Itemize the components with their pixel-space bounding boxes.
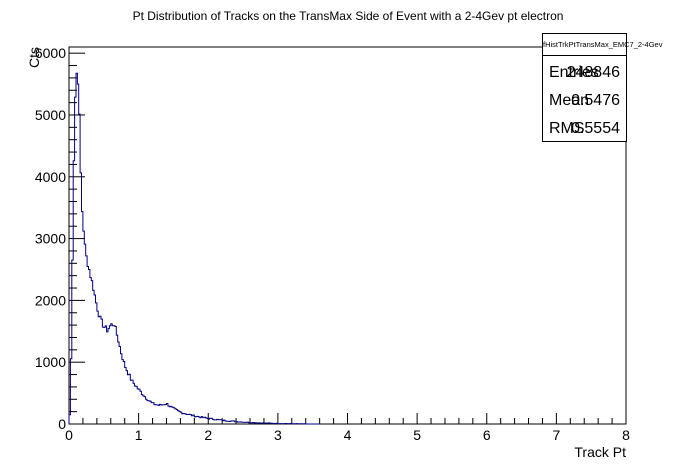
x-tick-label: 1	[135, 427, 143, 443]
x-tick-label: 4	[344, 427, 352, 443]
histogram-line	[68, 72, 320, 425]
y-tick-label: 2000	[35, 292, 66, 308]
y-tick-label: 1000	[35, 354, 66, 370]
stats-divider	[543, 55, 626, 56]
y-tick-label: 0	[58, 416, 66, 432]
y-tick-label: 3000	[35, 231, 66, 247]
axis-ticks	[68, 52, 627, 425]
x-axis-label: Track Pt	[574, 444, 626, 460]
x-tick-label: 2	[204, 427, 212, 443]
rms-label: RMS	[549, 120, 585, 137]
entries-value: 248846	[566, 64, 620, 81]
entries-label: Entries	[549, 64, 599, 81]
chart-title: Pt Distribution of Tracks on the TransMa…	[132, 9, 564, 23]
y-tick-label: 5000	[35, 107, 66, 123]
x-tick-label: 5	[413, 427, 421, 443]
x-tick-label: 8	[622, 427, 630, 443]
y-tick-label: 6000	[35, 45, 66, 61]
mean-label: Mean	[549, 92, 590, 109]
y-axis-label: Cts	[26, 47, 42, 68]
x-tick-label: 0	[65, 427, 73, 443]
y-tick-label: 4000	[35, 169, 66, 185]
rms-value: 0.5554	[571, 120, 620, 137]
tick-labels: 0 1 2 3 4 5 6 7 8 0 1000 2000 3000 4000 5000 6000	[35, 45, 630, 443]
x-tick-label: 3	[274, 427, 282, 443]
histogram-name: fHistTrkPtTransMax_EMC7_2-4Gev	[543, 40, 663, 49]
mean-value: 0.5476	[571, 92, 620, 109]
x-tick-label: 6	[483, 427, 491, 443]
x-tick-label: 7	[552, 427, 560, 443]
stats-box: fHistTrkPtTransMax_EMC7_2-4Gev Entries 2…	[542, 33, 663, 142]
